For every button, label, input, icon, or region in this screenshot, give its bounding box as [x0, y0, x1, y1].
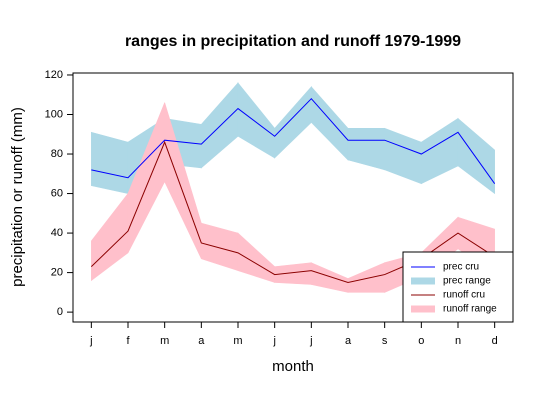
range-band	[347, 128, 385, 171]
x-tick-label: j	[309, 335, 312, 347]
range-band	[384, 127, 422, 185]
plot-frame	[72, 72, 514, 323]
range-band	[347, 262, 385, 293]
series-line	[91, 97, 496, 184]
x-tick-label: s	[382, 335, 388, 347]
y-axis-title: precipitation or runoff (mm)	[9, 107, 26, 287]
x-tick-label: m	[160, 335, 169, 347]
legend-label: prec range	[443, 276, 491, 287]
range-band	[457, 117, 495, 195]
y-tick-label: 0	[57, 306, 63, 318]
x-tick-label: j	[272, 335, 275, 347]
x-tick-label: f	[126, 335, 130, 347]
range-band	[311, 86, 349, 161]
y-tick-label: 60	[51, 187, 63, 199]
y-tick-label: 120	[45, 69, 63, 81]
x-tick-label: a	[198, 335, 205, 347]
x-tick-label: d	[492, 335, 498, 347]
range-band	[274, 86, 312, 159]
range-band	[91, 131, 129, 194]
y-tick-label: 20	[51, 267, 63, 279]
y-tick-label: 40	[51, 227, 63, 239]
chart-title: ranges in precipitation and runoff 1979-…	[125, 33, 461, 50]
x-tick-label: m	[233, 335, 242, 347]
x-tick-label: a	[345, 335, 352, 347]
x-tick-label: o	[418, 335, 424, 347]
y-tick-label: 100	[45, 108, 63, 120]
legend-label: runoff range	[443, 304, 497, 315]
x-axis-title: month	[272, 358, 314, 375]
legend-label: prec cru	[443, 262, 479, 273]
legend-label: runoff cru	[443, 290, 485, 301]
x-tick-label: n	[455, 335, 461, 347]
x-tick-label: j	[89, 335, 92, 347]
y-tick-label: 80	[51, 148, 63, 160]
range-band	[201, 222, 239, 272]
range-band	[201, 82, 239, 169]
range-band	[311, 262, 349, 293]
range-band	[237, 232, 275, 283]
range-band	[237, 82, 275, 159]
